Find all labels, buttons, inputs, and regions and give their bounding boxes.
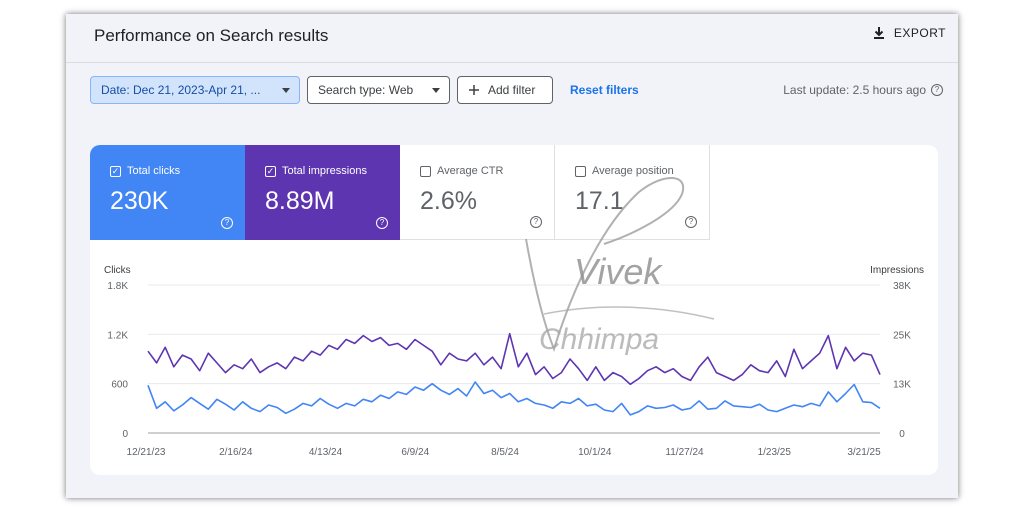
left-axis-tick-label: 600: [111, 380, 128, 391]
reset-filters-link[interactable]: Reset filters: [570, 83, 639, 97]
help-circle-icon[interactable]: ?: [221, 217, 233, 229]
performance-card: ✓ Total clicks 230K ? ✓ Total impressions …: [90, 145, 938, 475]
performance-chart: 0 0 600 13K 1.2K 25K 1.8K 38K Clicks Impressions 1…: [104, 265, 924, 458]
checkbox-checked-icon[interactable]: ✓: [265, 165, 276, 177]
export-label: EXPORT: [893, 26, 946, 40]
x-axis-tick-label: 4/13/24: [309, 447, 343, 458]
metric-value: 8.89M: [265, 187, 335, 215]
export-button[interactable]: EXPORT: [872, 26, 946, 40]
right-axis-tick-label: 13K: [893, 380, 911, 391]
x-axis-tick-label: 12/21/23: [127, 447, 166, 458]
page-title: Performance on Search results: [94, 26, 329, 45]
left-axis-tick-label: 0: [122, 429, 128, 440]
search-type-label: Search type: Web: [318, 83, 414, 97]
plus-icon: [469, 85, 479, 95]
checkbox-unchecked-icon[interactable]: [575, 165, 586, 177]
series-line-total-clicks: [147, 381, 881, 416]
search-type-chip[interactable]: Search type: Web: [307, 76, 450, 104]
caret-down-icon: [282, 88, 290, 93]
header-divider: [66, 62, 958, 63]
right-axis-tick-label: 38K: [893, 281, 911, 292]
help-circle-icon[interactable]: ?: [931, 84, 943, 96]
x-axis-tick-label: 1/23/25: [758, 447, 792, 458]
metric-average-position[interactable]: Average position 17.1 ?: [555, 145, 710, 240]
metric-label: Total clicks: [127, 165, 181, 177]
series-line-total-impressions: [147, 332, 881, 386]
metric-average-ctr[interactable]: Average CTR 2.6% ?: [400, 145, 555, 240]
add-filter-button[interactable]: Add filter: [457, 76, 553, 104]
right-axis-label: Impressions: [870, 265, 924, 276]
metric-total-clicks[interactable]: ✓ Total clicks 230K ?: [90, 145, 245, 240]
metric-label: Average position: [592, 165, 674, 177]
help-circle-icon[interactable]: ?: [685, 216, 697, 228]
x-axis-tick-label: 10/1/24: [578, 447, 612, 458]
x-axis-tick-label: 11/27/24: [665, 447, 704, 458]
checkbox-unchecked-icon[interactable]: [420, 165, 431, 177]
checkbox-checked-icon[interactable]: ✓: [110, 165, 121, 177]
metric-label: Total impressions: [282, 165, 367, 177]
caret-down-icon: [432, 88, 440, 93]
x-axis-tick-label: 8/5/24: [491, 447, 519, 458]
left-axis-tick-label: 1.2K: [107, 330, 128, 341]
metric-label: Average CTR: [437, 165, 504, 177]
filter-bar: Date: Dec 21, 2023-Apr 21, ... Search ty…: [90, 76, 950, 104]
right-axis-tick-label: 25K: [893, 330, 911, 341]
x-axis-tick-label: 6/9/24: [401, 447, 429, 458]
search-console-panel: Performance on Search results EXPORT Dat…: [66, 14, 958, 498]
last-update-text: Last update: 2.5 hours ago: [783, 83, 926, 97]
help-circle-icon[interactable]: ?: [376, 217, 388, 229]
header-bar: Performance on Search results EXPORT: [66, 14, 958, 62]
last-update-status: Last update: 2.5 hours ago ?: [783, 83, 943, 97]
x-axis-tick-label: 2/16/24: [219, 447, 253, 458]
x-axis-tick-label: 3/21/25: [847, 447, 881, 458]
date-filter-label: Date: Dec 21, 2023-Apr 21, ...: [101, 83, 261, 97]
date-filter-chip[interactable]: Date: Dec 21, 2023-Apr 21, ...: [90, 76, 300, 104]
download-icon: [873, 27, 884, 39]
help-circle-icon[interactable]: ?: [530, 216, 542, 228]
add-filter-label: Add filter: [488, 83, 536, 97]
metric-value: 230K: [110, 187, 169, 215]
metric-total-impressions[interactable]: ✓ Total impressions 8.89M ?: [245, 145, 400, 240]
metric-value: 17.1: [575, 187, 624, 215]
left-axis-label: Clicks: [104, 265, 131, 276]
right-axis-tick-label: 0: [899, 429, 905, 440]
left-axis-tick-label: 1.8K: [107, 281, 128, 292]
metric-value: 2.6%: [420, 187, 477, 215]
